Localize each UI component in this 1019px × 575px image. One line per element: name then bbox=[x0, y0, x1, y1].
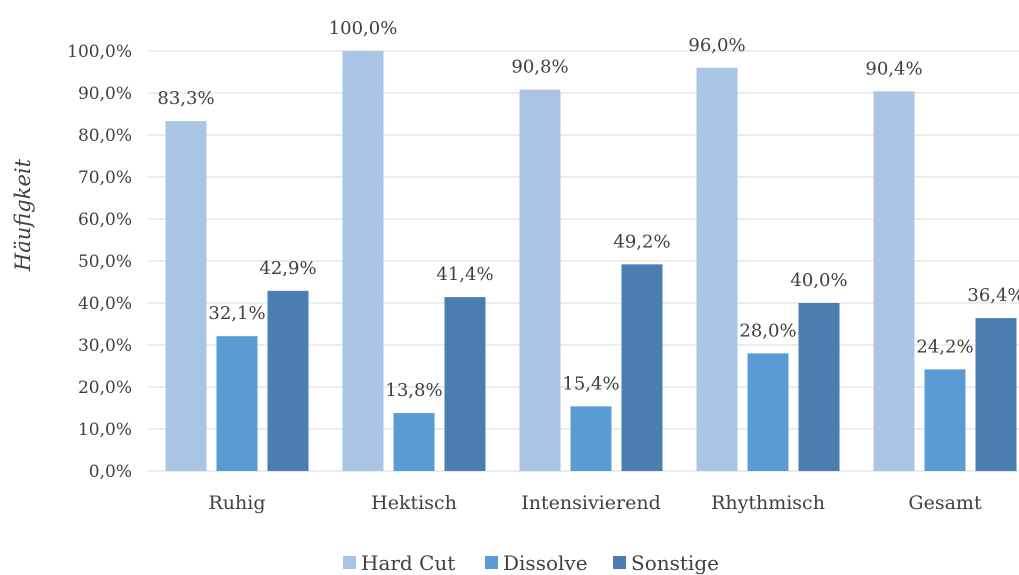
bar-hard-cut bbox=[342, 51, 384, 471]
data-label: 83,3% bbox=[157, 88, 214, 109]
legend-label: Sonstige bbox=[631, 551, 719, 575]
data-label: 13,8% bbox=[385, 380, 442, 401]
legend-swatch bbox=[613, 556, 626, 569]
data-label: 28,0% bbox=[739, 320, 796, 341]
data-label: 15,4% bbox=[562, 373, 619, 394]
y-tick-label: 10,0% bbox=[78, 420, 132, 440]
bar-sonstige bbox=[444, 297, 486, 471]
bars bbox=[165, 51, 1017, 472]
bar-hard-cut bbox=[165, 121, 207, 471]
y-tick-label: 60,0% bbox=[78, 210, 132, 230]
legend-label: Dissolve bbox=[503, 551, 588, 575]
data-label: 96,0% bbox=[688, 35, 745, 56]
data-label: 40,0% bbox=[790, 270, 847, 291]
bar-sonstige bbox=[621, 264, 663, 471]
data-label: 42,9% bbox=[259, 258, 316, 279]
data-label: 36,4% bbox=[967, 285, 1019, 306]
bar-sonstige bbox=[975, 318, 1017, 471]
y-axis-label: Häufigkeit bbox=[11, 158, 35, 272]
y-tick-label: 50,0% bbox=[78, 252, 132, 272]
y-tick-label: 70,0% bbox=[78, 168, 132, 188]
data-label: 100,0% bbox=[329, 18, 398, 39]
bar-dissolve bbox=[570, 406, 612, 471]
bar-hard-cut bbox=[696, 67, 738, 472]
y-tick-label: 0,0% bbox=[89, 462, 132, 482]
bar-dissolve bbox=[393, 413, 435, 471]
bar-dissolve bbox=[924, 369, 966, 471]
y-tick-label: 40,0% bbox=[78, 294, 132, 314]
x-axis-categories: Ruhig Hektisch Intensivierend Rhythmisch Ges… bbox=[208, 492, 981, 514]
data-label: 90,8% bbox=[511, 57, 568, 78]
data-label: 49,2% bbox=[613, 231, 670, 252]
bar-sonstige bbox=[267, 290, 309, 471]
y-axis-ticks: 0,0% 10,0% 20,0% 30,0% 40,0% 50,0% 60,0% 70,0% 8… bbox=[67, 42, 132, 482]
category-label: Gesamt bbox=[908, 492, 982, 514]
category-label: Hektisch bbox=[371, 492, 457, 514]
bar-hard-cut bbox=[873, 91, 915, 471]
category-label: Ruhig bbox=[208, 492, 265, 514]
legend: Hard Cut Dissolve Sonstige bbox=[343, 551, 719, 575]
bar-dissolve bbox=[216, 336, 258, 471]
legend-swatch bbox=[485, 556, 498, 569]
category-label: Rhythmisch bbox=[711, 492, 825, 514]
category-label: Intensivierend bbox=[521, 492, 660, 514]
data-label: 90,4% bbox=[865, 58, 922, 79]
y-tick-label: 20,0% bbox=[78, 378, 132, 398]
y-tick-label: 80,0% bbox=[78, 126, 132, 146]
data-label: 41,4% bbox=[436, 264, 493, 285]
legend-label: Hard Cut bbox=[361, 551, 455, 575]
data-label: 24,2% bbox=[916, 336, 973, 357]
y-tick-label: 30,0% bbox=[78, 336, 132, 356]
data-labels: 83,3% 32,1% 42,9% 100,0% 13,8% 41,4% 90,8% 15,4… bbox=[157, 18, 1019, 401]
bar-hard-cut bbox=[519, 89, 561, 471]
data-label: 32,1% bbox=[208, 303, 265, 324]
y-tick-label: 90,0% bbox=[78, 84, 132, 104]
legend-swatch bbox=[343, 556, 356, 569]
bar-sonstige bbox=[798, 303, 840, 471]
bar-dissolve bbox=[747, 353, 789, 471]
y-tick-label: 100,0% bbox=[67, 42, 132, 62]
